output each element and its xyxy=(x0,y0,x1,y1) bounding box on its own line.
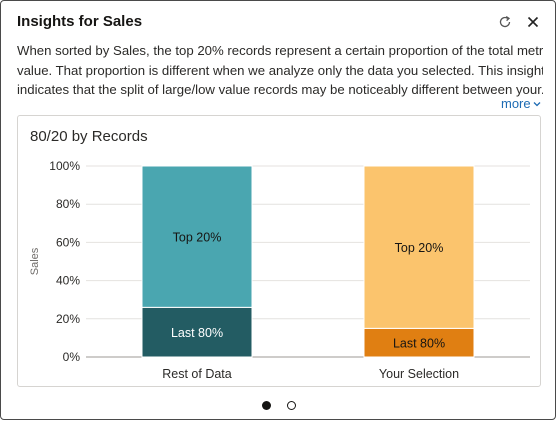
page-dot-2[interactable] xyxy=(287,401,296,410)
description-line: value. That proportion is different when… xyxy=(17,62,543,78)
bar-segment xyxy=(141,165,253,308)
bar-segment-label: Top 20% xyxy=(395,241,444,255)
bar-segment-label: Last 80% xyxy=(171,326,223,340)
bar-segment xyxy=(363,165,475,329)
refresh-button[interactable] xyxy=(494,11,516,33)
description-line: When sorted by Sales, the top 20% record… xyxy=(17,43,543,58)
y-tick-label: 80% xyxy=(56,197,80,211)
y-tick-label: 40% xyxy=(56,274,80,288)
description-line: indicates that the split of large/low va… xyxy=(17,82,543,97)
bar-segment-label: Last 80% xyxy=(393,337,445,351)
panel-title: Insights for Sales xyxy=(17,13,143,30)
x-tick-label: Rest of Data xyxy=(162,367,232,381)
bar-segment xyxy=(141,306,253,358)
y-axis-label: Sales xyxy=(29,247,41,275)
bar-segment-label: Top 20% xyxy=(173,231,222,245)
y-tick-label: 60% xyxy=(56,235,80,249)
more-label: more xyxy=(501,96,531,111)
chart-title: 80/20 by Records xyxy=(30,128,148,145)
more-link[interactable]: more xyxy=(501,96,541,111)
pager xyxy=(1,401,557,410)
close-button[interactable] xyxy=(522,11,544,33)
x-tick-label: Your Selection xyxy=(379,367,459,381)
chevron-down-icon xyxy=(533,101,541,106)
insight-description: When sorted by Sales, the top 20% record… xyxy=(17,41,543,100)
y-tick-label: 20% xyxy=(56,312,80,326)
close-icon xyxy=(527,16,539,28)
chart-card: 80/20 by Records 0% 20% 40% 60% 80% 100% Sales… xyxy=(17,115,541,387)
refresh-icon xyxy=(499,16,511,28)
stacked-bar-chart: 0% 20% 40% 60% 80% 100% Sales Last 80% Top 20% Re… xyxy=(29,159,530,381)
page-dot-1[interactable] xyxy=(262,401,271,410)
y-tick-label: 0% xyxy=(63,350,81,364)
y-tick-label: 100% xyxy=(49,159,80,173)
